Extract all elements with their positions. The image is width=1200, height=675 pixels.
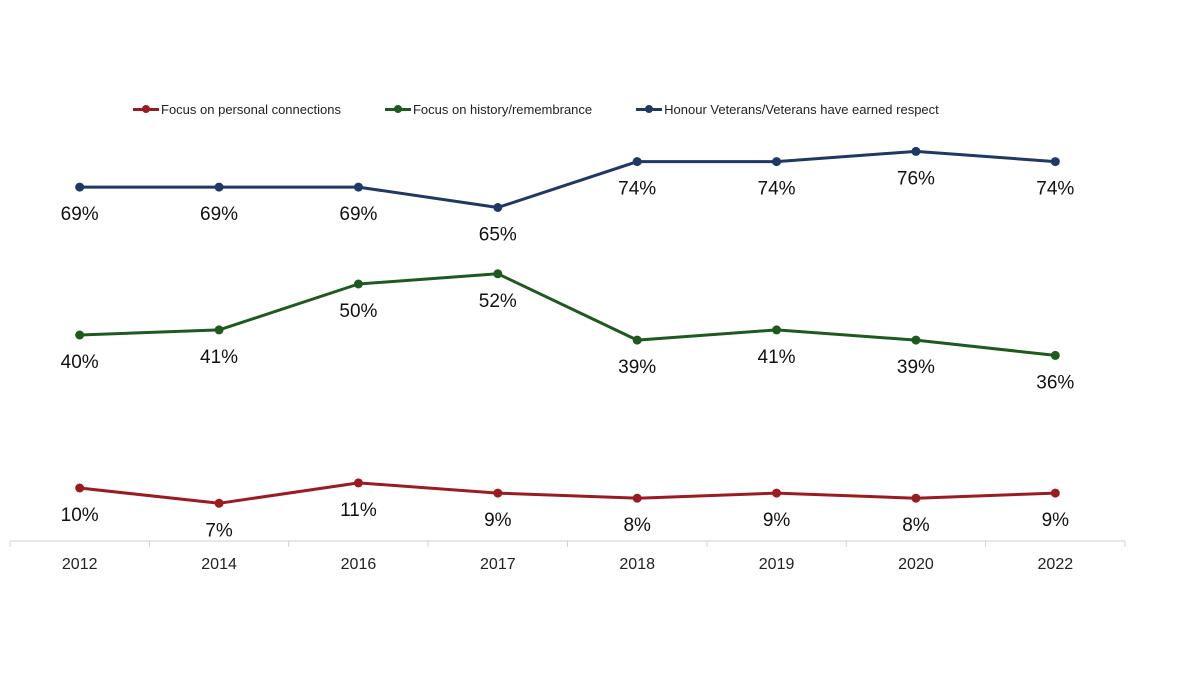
legend-swatch — [636, 105, 663, 113]
data-point — [911, 335, 921, 345]
data-point — [772, 325, 782, 335]
data-label: 41% — [758, 347, 796, 368]
x-tick-label: 2019 — [759, 556, 795, 573]
data-label: 74% — [758, 179, 796, 200]
data-point — [353, 182, 363, 192]
data-label: 11% — [340, 500, 377, 521]
legend: Focus on personal connections Focus on hi… — [133, 102, 939, 117]
data-label: 9% — [1042, 510, 1070, 531]
legend-item: Focus on history/remembrance — [384, 102, 593, 117]
data-label: 39% — [897, 357, 935, 378]
data-label: 9% — [763, 510, 791, 531]
data-label: 65% — [479, 225, 517, 246]
data-point — [772, 488, 782, 498]
series-line — [79, 272, 1056, 357]
series-line — [79, 481, 1056, 505]
data-label: 50% — [339, 301, 377, 322]
legend-swatch — [384, 105, 411, 113]
data-point — [632, 493, 642, 503]
data-point — [75, 330, 85, 340]
legend-label: Focus on personal connections — [161, 102, 341, 117]
data-label: 69% — [61, 204, 99, 225]
data-point — [1050, 488, 1060, 498]
x-tick-label: 2022 — [1038, 556, 1074, 573]
data-label: 76% — [897, 168, 935, 189]
data-label: 36% — [1036, 372, 1074, 393]
data-point — [493, 203, 503, 212]
data-point — [353, 279, 363, 289]
data-label: 69% — [200, 204, 238, 225]
x-tick-label: 2020 — [898, 556, 934, 573]
data-label: 9% — [484, 510, 512, 531]
data-label: 8% — [902, 515, 930, 536]
data-label: 10% — [61, 505, 99, 526]
data-label: 7% — [205, 520, 233, 541]
legend-label: Honour Veterans/Veterans have earned res… — [664, 102, 939, 117]
data-label: 74% — [1036, 179, 1074, 200]
data-label: 74% — [618, 179, 656, 200]
data-point — [214, 325, 224, 335]
data-point — [632, 157, 642, 167]
data-point — [911, 493, 921, 503]
data-point — [493, 488, 503, 498]
data-point — [493, 269, 503, 279]
data-point — [632, 335, 642, 345]
data-point — [1050, 157, 1060, 167]
data-label: 40% — [61, 352, 99, 373]
data-label: 8% — [623, 515, 651, 536]
data-label: 39% — [618, 357, 656, 378]
data-point — [75, 483, 85, 493]
data-point — [772, 157, 782, 167]
data-point — [75, 182, 85, 192]
x-tick-label: 2016 — [341, 556, 377, 573]
data-point — [1050, 350, 1060, 360]
data-point — [214, 182, 224, 192]
x-tick-label: 2012 — [62, 556, 98, 573]
data-label: 69% — [339, 204, 377, 225]
data-point — [911, 146, 921, 156]
x-tick-label: 2017 — [480, 556, 516, 573]
data-label: 41% — [200, 347, 238, 368]
legend-label: Focus on history/remembrance — [412, 102, 593, 117]
series-line — [79, 149, 1056, 209]
data-point — [353, 478, 363, 488]
legend-item: Honour Veterans/Veterans have earned res… — [636, 102, 939, 117]
data-point — [214, 498, 224, 508]
legend-swatch — [133, 105, 159, 113]
x-tick-label: 2018 — [619, 556, 655, 573]
x-tick-label: 2014 — [201, 556, 237, 573]
legend-item: Focus on personal connections — [133, 102, 341, 117]
data-label: 52% — [479, 291, 517, 312]
